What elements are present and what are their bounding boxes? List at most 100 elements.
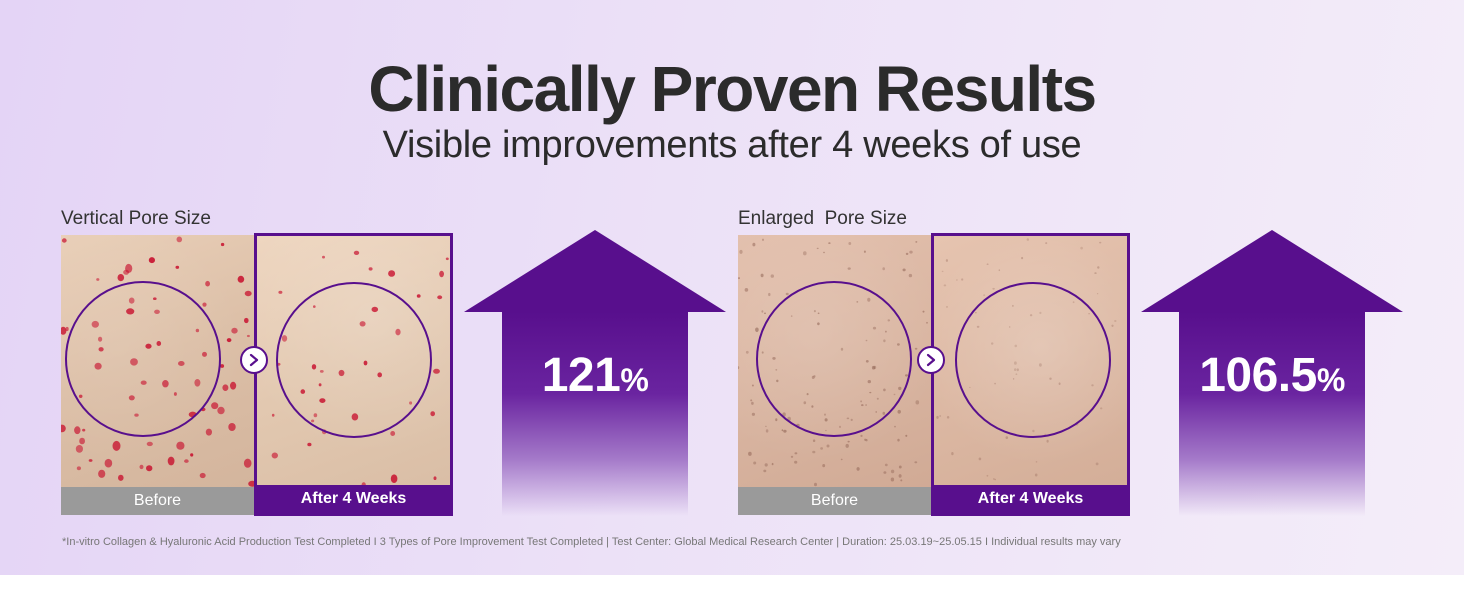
pore-dot [978, 457, 982, 461]
pore-dot [125, 263, 133, 273]
pore-dot [790, 315, 793, 317]
pore-dot [847, 267, 851, 270]
pore-dot [873, 365, 877, 370]
pore-dot [860, 434, 863, 437]
pore-dot [865, 404, 867, 406]
pore-dot [946, 416, 950, 419]
pore-dot [864, 438, 867, 441]
pore-dot [875, 411, 877, 413]
pore-dot [1014, 368, 1017, 371]
pore-dot [1072, 301, 1075, 304]
pore-dot [377, 372, 382, 378]
pore-dot [271, 413, 275, 417]
pore-dot [61, 238, 67, 243]
pore-dot [951, 452, 954, 456]
pore-dot [783, 429, 787, 433]
pore-dot [278, 290, 283, 294]
pore-dot [1039, 363, 1042, 367]
pore-dot [1097, 266, 1100, 269]
pore-dot [839, 425, 841, 428]
pore-dot [939, 414, 942, 418]
pore-dot [941, 270, 944, 273]
chevron-right-icon [240, 346, 268, 374]
pore-dot [117, 274, 125, 282]
pore-dot [986, 263, 989, 265]
pore-dot [94, 362, 102, 370]
pore-dot [244, 290, 252, 297]
pore-dot [1094, 272, 1097, 274]
pore-dot [1088, 313, 1090, 315]
pore-dot [872, 326, 877, 330]
pore-dot [313, 413, 318, 418]
page-title: Clinically Proven Results [368, 53, 1097, 125]
pore-dot [319, 398, 326, 403]
pore-dot [371, 306, 379, 313]
panel-label-enlarged-pore: Enlarged Pore Size [738, 208, 907, 229]
pore-dot [840, 347, 844, 351]
pore-dot [755, 327, 759, 333]
pore-dot [824, 413, 826, 416]
pore-dot [782, 412, 786, 417]
pore-dot [760, 273, 764, 278]
pore-dot [363, 360, 368, 366]
pore-dot [222, 384, 229, 391]
pore-dot [439, 270, 444, 278]
pore-dot [813, 375, 816, 378]
pore-dot [898, 386, 902, 391]
pore-dot [738, 277, 740, 280]
pore-dot [828, 242, 831, 244]
pore-dot [205, 428, 212, 436]
pore-dot [318, 383, 322, 387]
pore-dot [195, 328, 200, 333]
pore-dot [368, 267, 373, 271]
pore-dot [856, 467, 860, 471]
pore-dot [246, 334, 250, 338]
pore-dot [359, 321, 366, 327]
up-arrow-icon [1141, 230, 1403, 312]
pore-dot [167, 456, 175, 466]
focus-circle [65, 281, 221, 437]
pore-dot [813, 310, 816, 313]
pore-dot [776, 379, 779, 383]
pore-dot [79, 437, 85, 445]
pore-dot [897, 343, 900, 346]
pore-dot [98, 347, 104, 352]
pore-dot [824, 418, 828, 422]
results-banner: Clinically Proven Results Visible improv… [0, 0, 1464, 575]
pore-dot [811, 405, 814, 408]
pore-dot [845, 443, 849, 448]
pore-dot [814, 482, 817, 487]
pore-dot [194, 379, 201, 387]
improvement-value: 121% [541, 349, 649, 402]
pore-dot [893, 393, 896, 396]
pore-dot [900, 479, 903, 482]
pore-dot [884, 463, 888, 467]
pore-dot [145, 343, 152, 349]
pore-dot [175, 265, 180, 269]
pore-dot [313, 305, 316, 308]
pore-dot [134, 413, 139, 417]
pore-dot [761, 351, 764, 354]
footnote: *In-vitro Collagen & Hyaluronic Acid Pro… [62, 536, 1121, 548]
pore-dot [176, 441, 185, 450]
pore-dot [764, 463, 768, 467]
pore-dot [751, 384, 754, 387]
pore-dot [140, 380, 147, 385]
pore-dots [738, 238, 928, 487]
pore-dot [902, 268, 906, 272]
improvement-arrow-vertical-pore: 121% [464, 230, 726, 516]
pore-dot [865, 360, 869, 363]
pore-dot [803, 251, 807, 256]
pore-dot [433, 476, 437, 480]
pore-dot [812, 450, 816, 454]
pore-dot [395, 328, 401, 336]
pore-dots [271, 250, 450, 490]
pore-dot [883, 388, 886, 392]
pore-dot [943, 284, 947, 287]
pore-dot [162, 380, 169, 388]
pore-dot [112, 440, 121, 451]
pore-dot [905, 252, 909, 255]
pore-dot [761, 310, 764, 313]
pore-dot [184, 459, 189, 463]
pore-dot [848, 242, 852, 245]
